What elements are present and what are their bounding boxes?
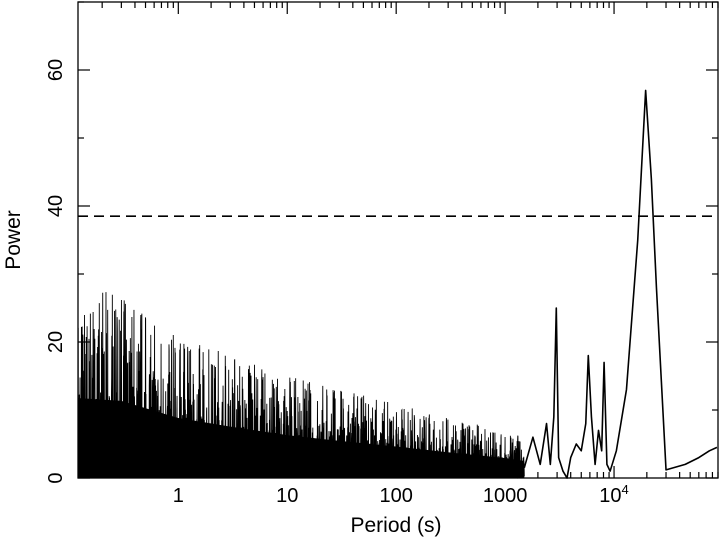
x-tick-label-1e4: 104 (599, 482, 628, 507)
noise-band (77, 292, 525, 479)
noise-band-line (77, 292, 525, 479)
x-tick-label: 100 (379, 485, 412, 507)
y-tick-label: 20 (45, 331, 67, 353)
x-tick-label: 10 (276, 485, 298, 507)
x-tick-label: 1 (173, 485, 184, 507)
plot-frame (77, 1, 719, 479)
y-axis-title: Power (2, 210, 25, 270)
plot-area-border (77, 1, 719, 479)
x-axis-title: Period (s) (350, 514, 441, 537)
series-line-0 (523, 89, 718, 479)
x-tick-label: 1000 (483, 485, 528, 507)
y-tick-label: 0 (45, 472, 67, 483)
tick-labels: 1 10 100 1000 104 0 20 40 60 (45, 59, 629, 507)
series-layer (523, 89, 718, 479)
tick-marks (78, 1, 719, 479)
y-tick-label: 60 (45, 59, 67, 81)
y-tick-label: 40 (45, 195, 67, 217)
